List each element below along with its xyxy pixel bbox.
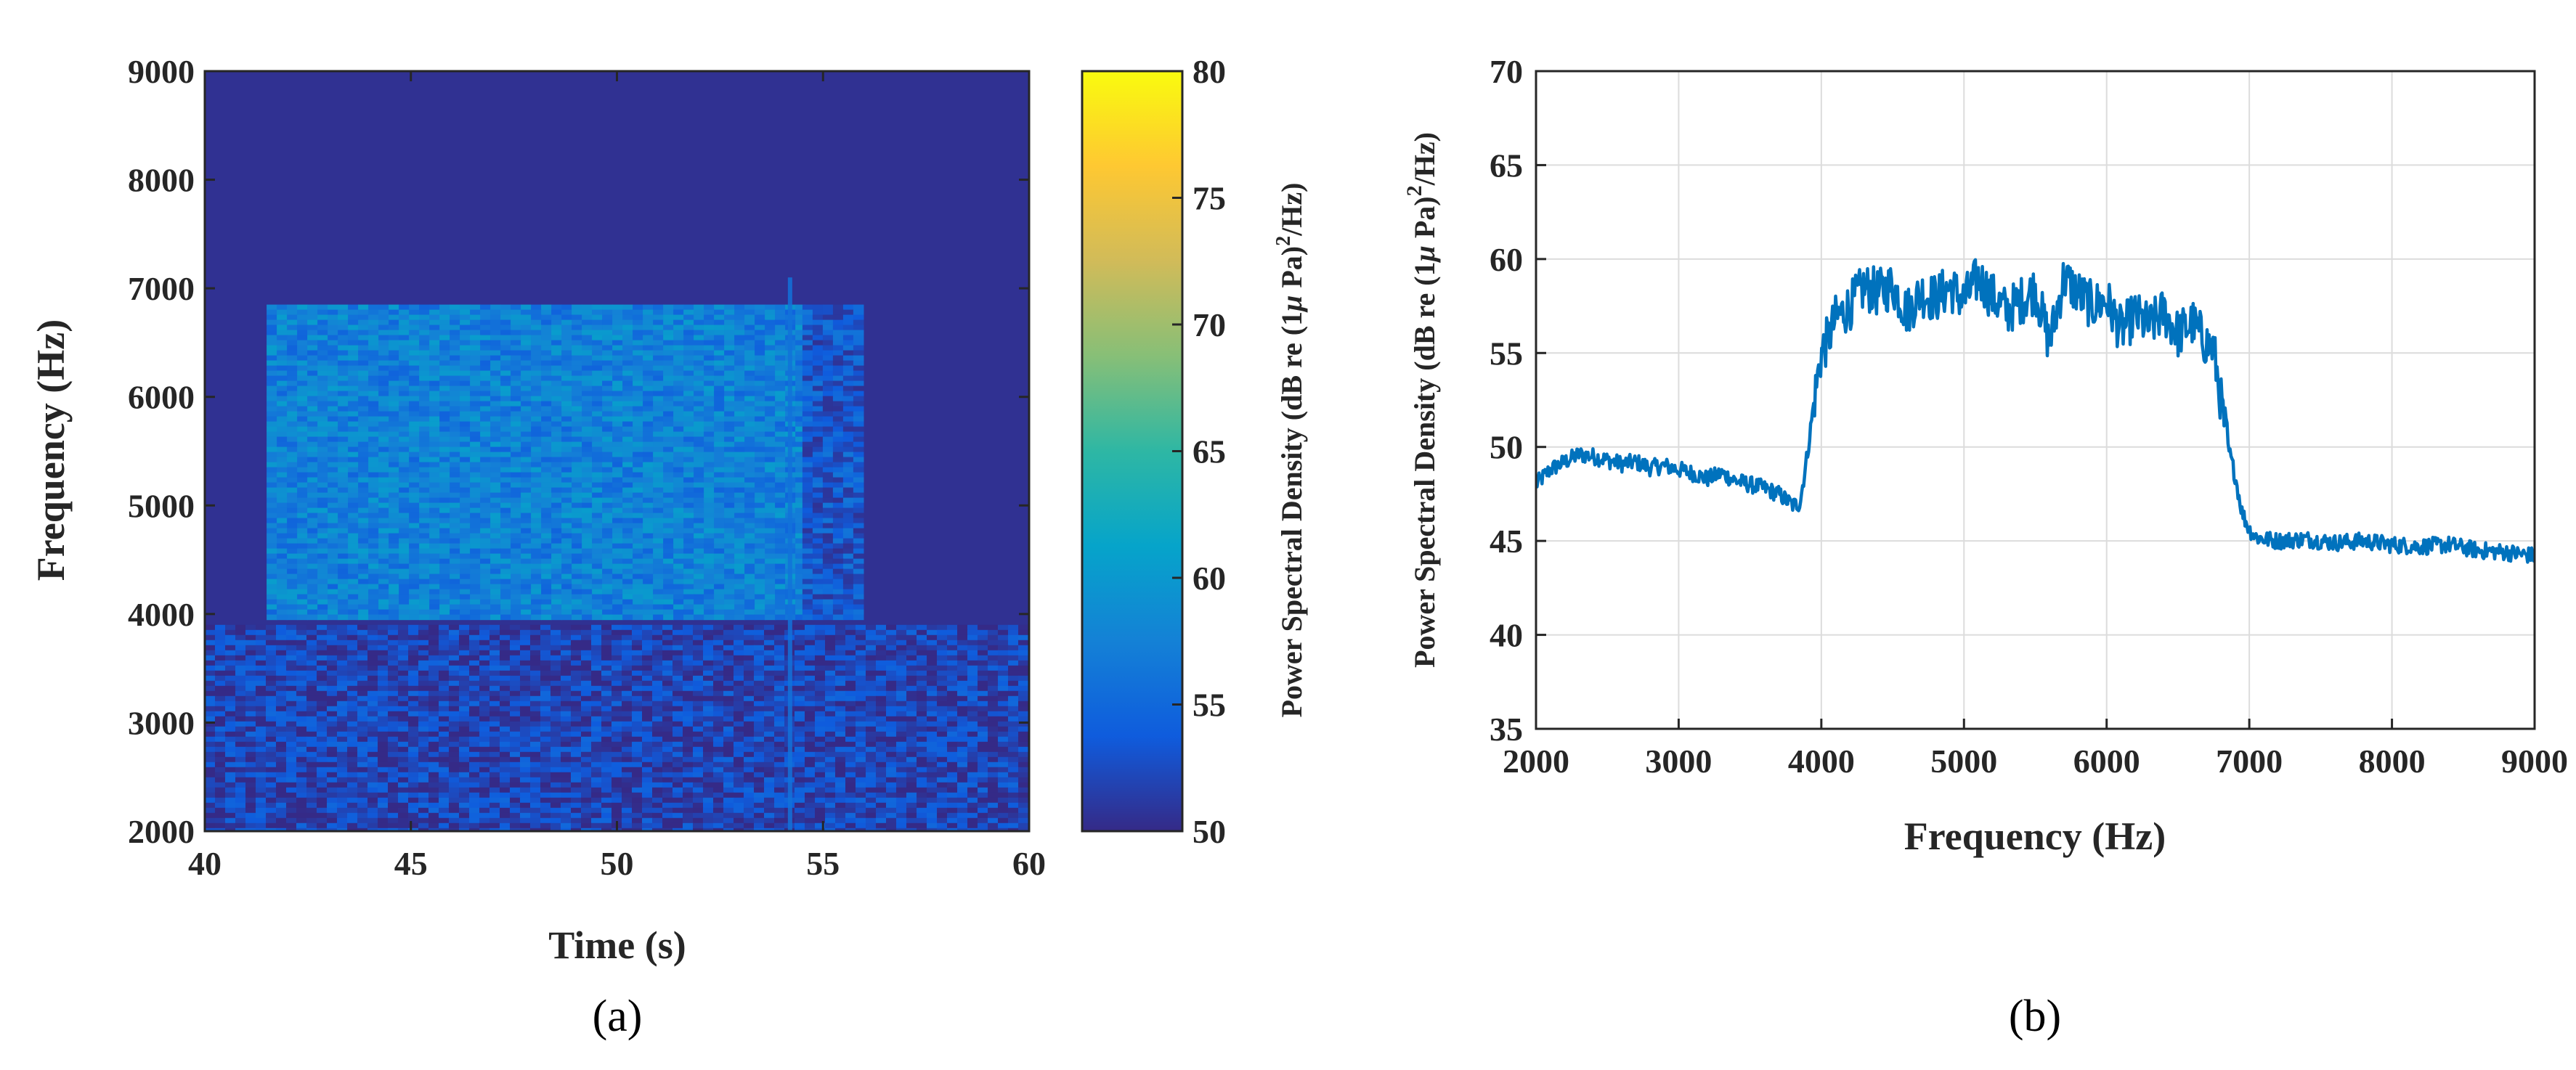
colorbar	[1081, 70, 1184, 833]
y-tick-label: 40	[1490, 617, 1523, 654]
colorbar-tick-label: 65	[1192, 433, 1226, 470]
colorbar-tick-label: 50	[1192, 813, 1226, 850]
y-tick-label: 6000	[128, 379, 195, 416]
x-tick-label: 7000	[2216, 743, 2283, 780]
y-tick-label: 45	[1490, 523, 1523, 560]
x-tick-label: 5000	[1930, 743, 1997, 780]
spectrogram-image	[205, 71, 1029, 831]
colorbar-tick-label: 80	[1192, 53, 1226, 90]
y-tick-label: 55	[1490, 335, 1523, 372]
y-tick-label: 2000	[128, 813, 195, 850]
spectrogram-y-ticks: 2000 3000 4000 5000 6000 7000 8000 9000	[128, 53, 1029, 850]
y-tick-label: 70	[1490, 53, 1523, 90]
colorbar-tick-label: 70	[1192, 306, 1226, 343]
x-tick-label: 9000	[2501, 743, 2568, 780]
y-tick-label: 65	[1490, 147, 1523, 184]
spectrogram-x-axis-label: Time (s)	[548, 923, 686, 967]
spectrogram-region-2	[205, 624, 1029, 831]
psd-plot-background	[1536, 71, 2535, 729]
panel-label-b: (b)	[2009, 992, 2061, 1041]
x-tick-label: 3000	[1645, 743, 1712, 780]
x-tick-label: 50	[601, 845, 634, 882]
y-tick-label: 9000	[128, 53, 195, 90]
psd-y-axis-label: Power Spectral Density (dB re (1μ Pa)2/H…	[1402, 132, 1441, 668]
y-tick-label: 3000	[128, 704, 195, 741]
spectrogram-region-0	[267, 304, 806, 621]
psd-panel: 2000 3000 4000 5000 6000 7000 8000 9000 35 40 45 5…	[1402, 53, 2568, 1041]
y-tick-label: 5000	[128, 487, 195, 524]
spectrogram-region-1	[802, 304, 864, 621]
spectrogram-y-axis-label: Frequency (Hz)	[29, 319, 73, 581]
spectrogram-panel: 40 45 50 55 60 2000 3000 4000 5000 6000 7000 8000 9…	[29, 53, 1308, 1041]
psd-x-axis-label: Frequency (Hz)	[1904, 814, 2166, 858]
colorbar-label: Power Spectral Density (dB re (1μ Pa)2/H…	[1272, 183, 1308, 718]
spectrogram-x-ticks: 40 45 50 55 60	[188, 71, 1046, 882]
x-tick-label: 40	[188, 845, 222, 882]
panel-label-a: (a)	[593, 992, 643, 1041]
y-tick-label: 35	[1490, 711, 1523, 748]
x-tick-label: 4000	[1788, 743, 1855, 780]
psd-axes-box	[1535, 70, 2536, 730]
x-tick-label: 60	[1012, 845, 1046, 882]
psd-y-ticks: 35 40 45 50 55 60 65 70	[1490, 53, 1546, 748]
x-tick-label: 45	[394, 845, 428, 882]
psd-x-ticks: 2000 3000 4000 5000 6000 7000 8000 9000	[1503, 719, 2568, 780]
x-tick-label: 2000	[1503, 743, 1569, 780]
y-tick-label: 60	[1490, 241, 1523, 278]
y-tick-label: 50	[1490, 429, 1523, 466]
spectrogram-vertical-streak	[787, 277, 792, 831]
colorbar-ticks: 50 55 60 65 70 75 80	[1172, 53, 1226, 850]
x-tick-label: 55	[806, 845, 840, 882]
colorbar-tick-label: 60	[1192, 560, 1226, 597]
x-tick-label: 8000	[2359, 743, 2426, 780]
colorbar-tick-label: 75	[1192, 180, 1226, 217]
psd-series-line	[1536, 258, 2535, 564]
y-tick-label: 4000	[128, 596, 195, 633]
x-tick-label: 6000	[2073, 743, 2140, 780]
y-tick-label: 7000	[128, 270, 195, 307]
colorbar-tick-label: 55	[1192, 687, 1226, 724]
y-tick-label: 8000	[128, 162, 195, 199]
